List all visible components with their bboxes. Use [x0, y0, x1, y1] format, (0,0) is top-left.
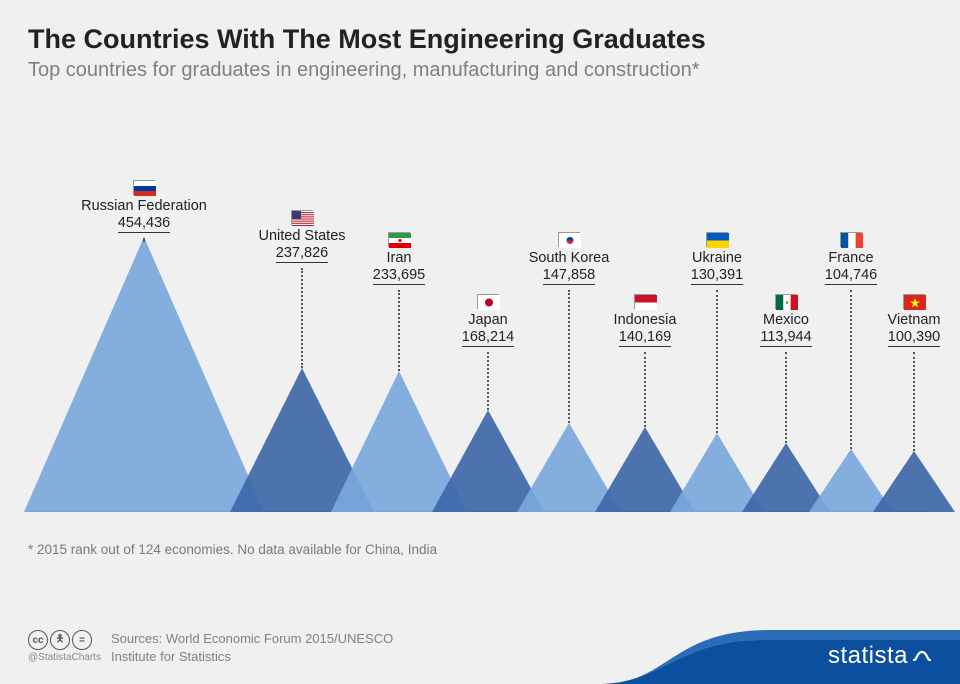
- infographic-container: The Countries With The Most Engineering …: [0, 0, 960, 684]
- flag-icon: [903, 294, 925, 309]
- chart-footnote: * 2015 rank out of 124 economies. No dat…: [28, 542, 932, 557]
- country-label: Japan168,214: [418, 294, 558, 347]
- country-value: 168,214: [462, 329, 514, 347]
- country-label: Indonesia140,169: [575, 294, 715, 347]
- leader-line: [143, 238, 145, 242]
- country-value: 147,858: [543, 267, 595, 285]
- country-name: Iran: [329, 250, 469, 266]
- country-label: France104,746: [781, 232, 921, 285]
- country-value: 140,169: [619, 329, 671, 347]
- country-label: Iran233,695: [329, 232, 469, 285]
- leader-line: [301, 268, 303, 368]
- by-icon: 🯅: [50, 630, 70, 650]
- flag-icon: [775, 294, 797, 309]
- statista-logo: statista: [828, 642, 932, 670]
- logo-label: statista: [828, 642, 908, 670]
- leader-line: [568, 290, 570, 423]
- flag-icon: [558, 232, 580, 247]
- flag-icon: [133, 180, 155, 195]
- country-value: 454,436: [118, 215, 170, 233]
- country-value: 237,826: [276, 245, 328, 263]
- country-name: Ukraine: [647, 250, 787, 266]
- flag-icon: [477, 294, 499, 309]
- leader-line: [913, 352, 915, 451]
- cc-icon: cc: [28, 630, 48, 650]
- flag-icon: [840, 232, 862, 247]
- chart-area: Russian Federation454,436United States23…: [28, 92, 932, 512]
- flag-icon: [706, 232, 728, 247]
- country-label: Vietnam100,390: [844, 294, 960, 347]
- country-name: South Korea: [499, 250, 639, 266]
- country-name: France: [781, 250, 921, 266]
- country-value: 100,390: [888, 329, 940, 347]
- flag-icon: [634, 294, 656, 309]
- leader-line: [785, 352, 787, 443]
- peak-triangle: [873, 448, 955, 512]
- country-name: Vietnam: [844, 312, 960, 328]
- sources-line-2: Institute for Statistics: [111, 648, 393, 666]
- footer-left: cc 🯅 = @StatistaCharts Sources: World Ec…: [28, 630, 393, 665]
- flag-icon: [291, 210, 313, 225]
- twitter-handle: @StatistaCharts: [28, 652, 101, 663]
- country-name: Mexico: [716, 312, 856, 328]
- country-value: 130,391: [691, 267, 743, 285]
- chart-subtitle: Top countries for graduates in engineeri…: [28, 59, 932, 82]
- sources: Sources: World Economic Forum 2015/UNESC…: [111, 630, 393, 665]
- cc-icons: cc 🯅 =: [28, 630, 101, 650]
- country-name: Indonesia: [575, 312, 715, 328]
- sources-line-1: Sources: World Economic Forum 2015/UNESC…: [111, 630, 393, 648]
- flag-icon: [388, 232, 410, 247]
- chart-title: The Countries With The Most Engineering …: [28, 24, 932, 55]
- nd-icon: =: [72, 630, 92, 650]
- peak-triangle: [24, 234, 264, 512]
- country-name: Russian Federation: [74, 198, 214, 214]
- country-value: 233,695: [373, 267, 425, 285]
- country-label: Russian Federation454,436: [74, 180, 214, 233]
- leader-line: [398, 290, 400, 371]
- country-label: Ukraine130,391: [647, 232, 787, 285]
- country-name: Japan: [418, 312, 558, 328]
- brand-swoosh: statista: [600, 622, 960, 684]
- cc-block: cc 🯅 = @StatistaCharts: [28, 630, 101, 663]
- footer: cc 🯅 = @StatistaCharts Sources: World Ec…: [0, 622, 960, 684]
- logo-wave-icon: [912, 646, 932, 666]
- country-value: 113,944: [760, 329, 811, 347]
- country-value: 104,746: [825, 267, 877, 285]
- leader-line: [487, 352, 489, 410]
- leader-line: [644, 352, 646, 427]
- country-label: Mexico113,944: [716, 294, 856, 347]
- country-label: South Korea147,858: [499, 232, 639, 285]
